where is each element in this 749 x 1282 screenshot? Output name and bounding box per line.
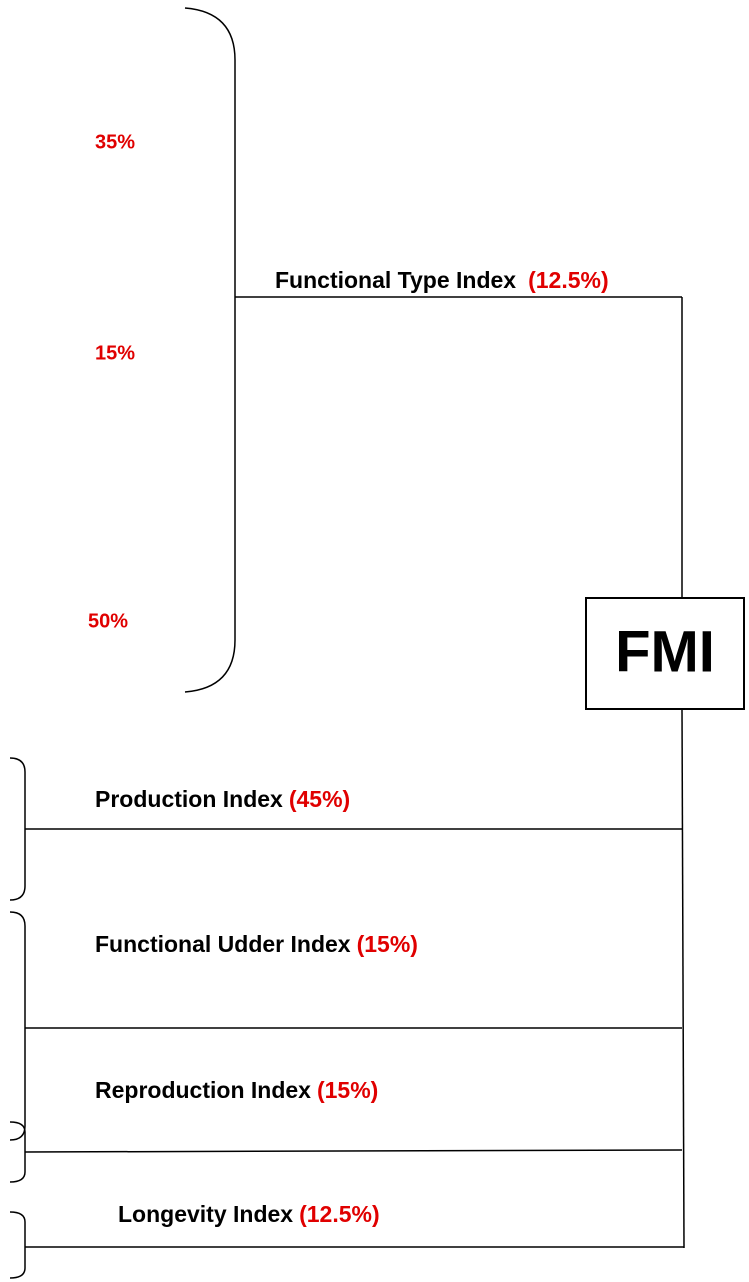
fmi-label: FMI bbox=[615, 619, 715, 684]
index-label: Functional Udder Index (15%) bbox=[95, 931, 418, 957]
index-weight: (15%) bbox=[317, 1077, 378, 1103]
component-weight: 50% bbox=[88, 610, 128, 632]
brace bbox=[9, 1211, 26, 1279]
index-name: Functional Type Index bbox=[275, 267, 516, 293]
connector bbox=[24, 1149, 683, 1153]
brace bbox=[9, 911, 26, 1141]
index-name: Functional Udder Index bbox=[95, 931, 351, 957]
index-label: Production Index (45%) bbox=[95, 786, 350, 812]
brace bbox=[9, 757, 26, 901]
component-weight: 35% bbox=[95, 131, 135, 153]
index-name: Reproduction Index bbox=[95, 1077, 311, 1103]
index-weight: (45%) bbox=[289, 786, 350, 812]
fmi-box bbox=[585, 597, 745, 710]
index-name: Production Index bbox=[95, 786, 283, 812]
index-label: Longevity Index (12.5%) bbox=[118, 1201, 380, 1227]
brace bbox=[184, 7, 236, 693]
index-weight: (12.5%) bbox=[299, 1201, 380, 1227]
index-label: Reproduction Index (15%) bbox=[95, 1077, 378, 1103]
index-weight: (12.5%) bbox=[528, 267, 609, 293]
index-name: Longevity Index bbox=[118, 1201, 293, 1227]
brace bbox=[9, 1121, 26, 1183]
component-weight: 15% bbox=[95, 342, 135, 364]
connector bbox=[681, 708, 685, 1249]
index-label: Functional Type Index (12.5%) bbox=[275, 267, 609, 293]
index-weight: (15%) bbox=[357, 931, 418, 957]
